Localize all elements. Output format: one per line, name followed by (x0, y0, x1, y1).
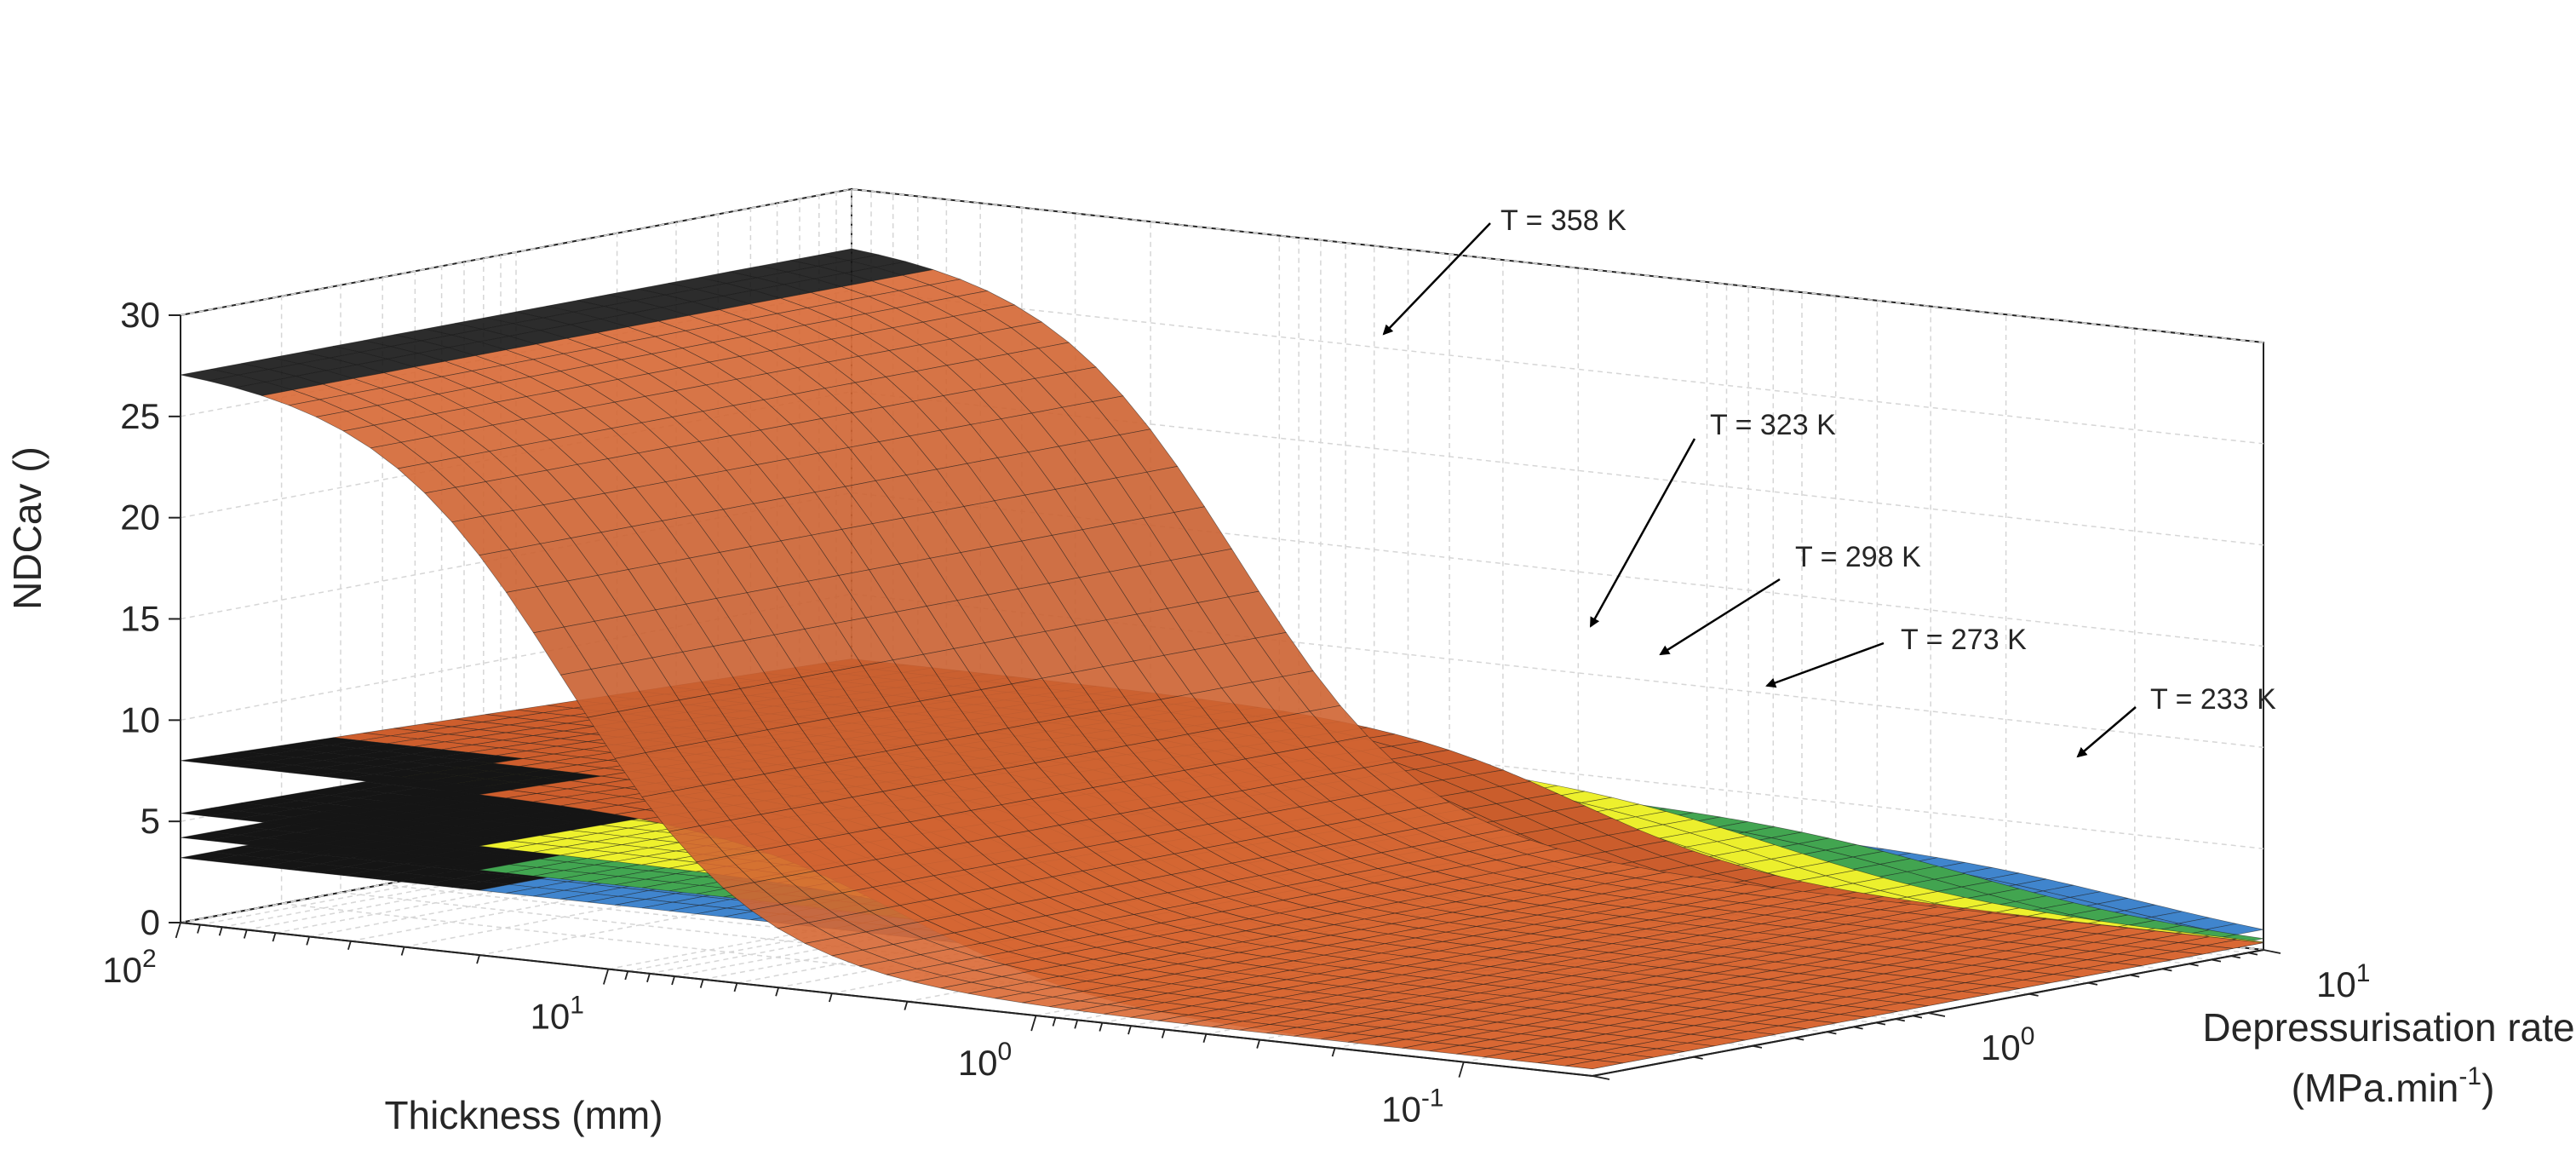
z-grid-line (180, 593, 2264, 749)
surface-358k (180, 248, 2264, 1070)
z-grid-line (180, 492, 2264, 647)
surfaces (180, 248, 2264, 1070)
z-grid-line (180, 390, 2264, 546)
z-grid-line (180, 188, 2264, 343)
